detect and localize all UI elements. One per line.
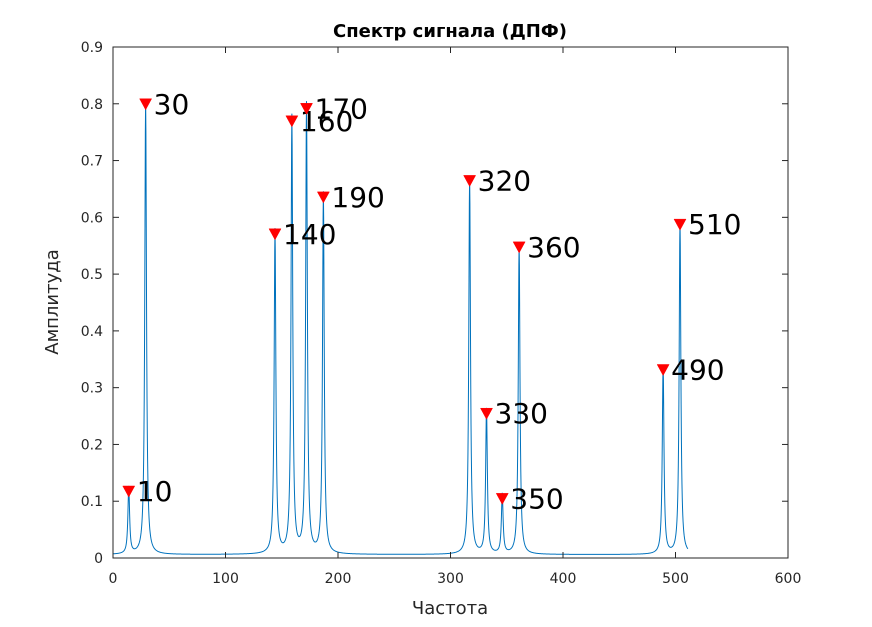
peak-marker — [316, 191, 330, 204]
peak-marker — [285, 115, 299, 128]
x-tick-label: 400 — [550, 571, 577, 587]
x-tick-label: 300 — [437, 571, 464, 587]
peak-marker — [122, 485, 136, 498]
peak-marker — [673, 218, 687, 231]
y-tick-label: 0.4 — [81, 324, 103, 340]
peak-label: 490 — [671, 353, 724, 386]
x-tick-label: 200 — [325, 571, 352, 587]
spectrum-line — [112, 100, 689, 555]
peak-marker — [463, 175, 477, 187]
peak-label: 330 — [495, 397, 548, 430]
peak-marker — [495, 493, 509, 505]
y-tick-label: 0.1 — [81, 494, 103, 510]
peak-label: 360 — [527, 231, 580, 264]
y-tick-label: 0.2 — [81, 437, 103, 453]
peak-marker — [512, 241, 526, 254]
y-tick-label: 0.3 — [81, 381, 103, 397]
x-tick-label: 500 — [662, 571, 689, 587]
x-tick-label: 600 — [775, 571, 802, 587]
y-axis-label: Амплитуда — [42, 249, 63, 354]
peak-marker — [268, 228, 282, 241]
plot-area — [113, 47, 788, 558]
y-tick-label: 0.5 — [81, 267, 103, 283]
peak-label: 510 — [688, 208, 741, 241]
peak-label: 140 — [283, 218, 336, 251]
x-tick-label: 0 — [109, 571, 118, 587]
x-tick-label: 100 — [212, 571, 239, 587]
peak-label: 190 — [331, 181, 384, 214]
y-tick-label: 0 — [94, 551, 103, 567]
axes-layer: 0 100 200 300 400 500 600 0 0.1 0.2 0.3 0.4 0.5 0.6 0.… — [81, 40, 802, 587]
y-tick-label: 0.7 — [81, 154, 103, 170]
peak-label: 30 — [154, 88, 190, 121]
peak-label: 170 — [315, 92, 368, 125]
y-tick-label: 0.9 — [81, 40, 103, 56]
peak-marker — [139, 98, 153, 111]
x-axis-label: Частота — [412, 598, 488, 619]
y-tick-label: 0.6 — [81, 210, 103, 226]
peak-label: 320 — [478, 164, 531, 197]
peak-label: 10 — [137, 475, 173, 508]
series-layer — [112, 100, 689, 555]
peak-marker — [656, 364, 670, 377]
y-tick-label: 0.8 — [81, 97, 103, 113]
peak-marker — [480, 407, 493, 420]
peak-label: 350 — [510, 482, 563, 515]
peak-marker — [300, 103, 313, 115]
chart-title: Спектр сигнала (ДПФ) — [333, 21, 567, 42]
